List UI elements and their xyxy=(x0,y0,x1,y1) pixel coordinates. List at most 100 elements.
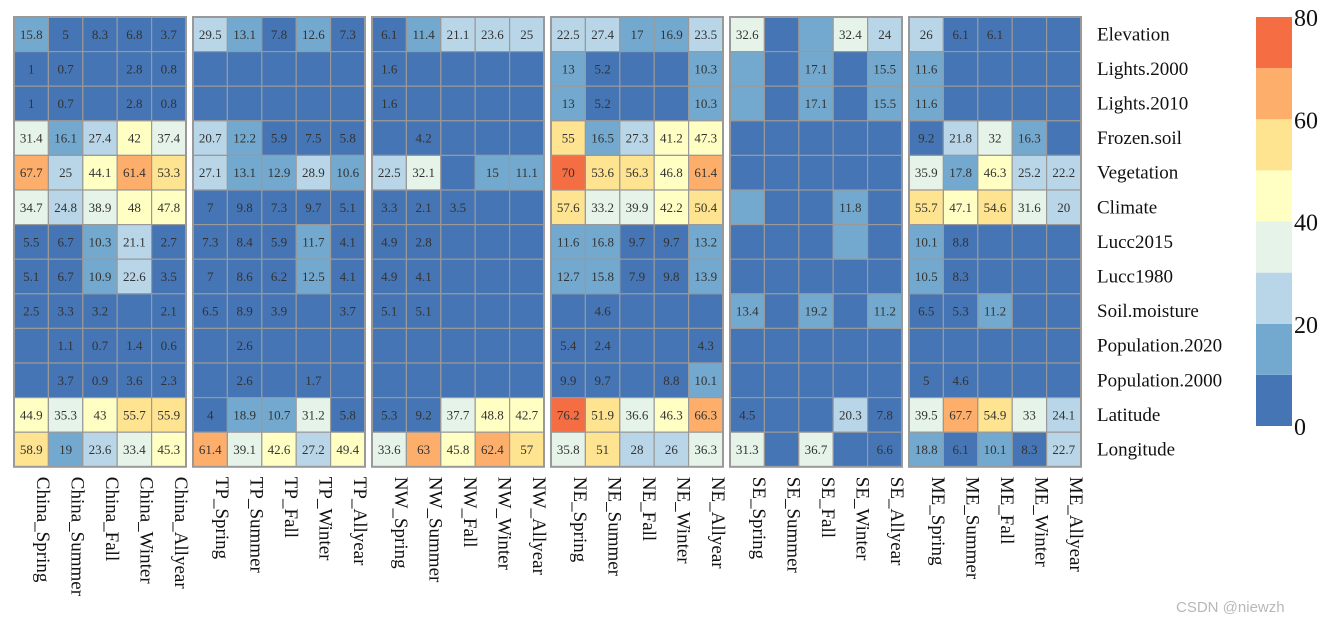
cell-value: 49.4 xyxy=(336,442,359,457)
cell-value: 5.1 xyxy=(381,304,397,319)
cell-value: 9.8 xyxy=(663,269,679,284)
cell-value: 10.1 xyxy=(984,442,1007,457)
panel-frame xyxy=(729,16,903,468)
cell-value: 63 xyxy=(417,442,430,457)
heatmap-cell xyxy=(13,431,50,468)
heatmap-cell xyxy=(908,50,945,87)
cell-value: 6.2 xyxy=(271,269,287,284)
heatmap-cell xyxy=(226,258,263,295)
cell-value: 11.4 xyxy=(412,27,435,42)
heatmap-cell xyxy=(474,258,511,295)
cell-value: 4.1 xyxy=(340,234,356,249)
heatmap-cell xyxy=(116,50,153,87)
heatmap-cell xyxy=(550,258,587,295)
row-label: Lucc1980 xyxy=(1097,267,1173,288)
cell-value: 7.3 xyxy=(202,234,218,249)
heatmap-cell xyxy=(371,293,408,329)
cell-value: 20.3 xyxy=(839,407,862,422)
heatmap-cell xyxy=(116,362,153,399)
heatmap-cell xyxy=(763,258,800,295)
cell-value: 58.9 xyxy=(20,442,43,457)
cell-value: 6.6 xyxy=(877,442,894,457)
panel-tp: 29.5 13.1 7.8 12.6 7.3 20.7 12.2 5.9 7.5 5.8 27.1 1… xyxy=(192,16,370,574)
heatmap-cell xyxy=(474,362,511,399)
legend-tick-label: 40 xyxy=(1294,211,1318,237)
heatmap-cell xyxy=(116,258,153,295)
heatmap-cell xyxy=(763,327,800,364)
heatmap-cell xyxy=(687,362,724,399)
heatmap-cell xyxy=(261,85,297,122)
heatmap-cell xyxy=(1011,50,1048,87)
cell-value: 47.1 xyxy=(949,200,972,215)
cell-value: 5.3 xyxy=(952,304,968,319)
cell-value: 16.3 xyxy=(1018,131,1041,146)
heatmap-cell xyxy=(798,189,834,226)
legend-swatch xyxy=(1256,272,1292,324)
heatmap-cell xyxy=(509,293,545,329)
heatmap-cell xyxy=(1045,431,1082,468)
cell-value: 27.3 xyxy=(626,131,649,146)
row-label: Population.2000 xyxy=(1097,370,1222,391)
cell-value: 39.5 xyxy=(915,407,938,422)
heatmap-cell xyxy=(509,397,545,433)
heatmap-cell xyxy=(371,120,408,157)
cell-value: 20.7 xyxy=(199,131,222,146)
cell-value: 6.1 xyxy=(952,27,968,42)
cell-value: 0.9 xyxy=(92,373,108,388)
heatmap-cell xyxy=(763,85,800,122)
cell-value: 45.3 xyxy=(157,442,180,457)
cell-value: 61.4 xyxy=(694,165,717,180)
cell-value: 4.2 xyxy=(415,131,431,146)
heatmap-cell xyxy=(866,120,903,157)
cell-value: 12.5 xyxy=(302,269,325,284)
heatmap-cell xyxy=(509,50,545,87)
heatmap-cell xyxy=(550,50,587,87)
heatmap-cell xyxy=(509,431,545,468)
cell-value: 16.1 xyxy=(54,131,77,146)
heatmap-cell xyxy=(116,327,153,364)
heatmap-cell xyxy=(763,397,800,433)
cell-value: 0.7 xyxy=(57,61,74,76)
heatmap-cell xyxy=(584,189,621,226)
cell-value: 17.1 xyxy=(805,61,828,76)
heatmap-cell xyxy=(371,362,408,399)
heatmap-cell xyxy=(440,362,476,399)
heatmap-cell xyxy=(474,224,511,260)
heatmap-cell xyxy=(509,258,545,295)
heatmap-cell xyxy=(584,397,621,433)
heatmap-cell xyxy=(729,362,766,399)
cell-value: 10.7 xyxy=(268,407,291,422)
heatmap-cell xyxy=(261,293,297,329)
heatmap-cell xyxy=(653,293,690,329)
cell-value: 18.9 xyxy=(233,407,256,422)
heatmap-cell xyxy=(763,154,800,191)
row-label: Frozen.soil xyxy=(1097,128,1182,149)
cell-value: 25 xyxy=(520,27,533,42)
cell-value: 16.5 xyxy=(591,131,614,146)
heatmap-cell xyxy=(295,154,332,191)
cell-value: 39.1 xyxy=(233,442,256,457)
heatmap-cell xyxy=(942,431,979,468)
column-label: ME_Fall xyxy=(996,477,1017,545)
cell-value: 1.6 xyxy=(381,61,398,76)
heatmap-cell xyxy=(763,189,800,226)
cell-value: 35.8 xyxy=(557,442,580,457)
cell-value: 31.6 xyxy=(1018,200,1041,215)
heatmap-cell xyxy=(619,258,655,295)
heatmap-cell xyxy=(866,431,903,468)
cell-value: 32.6 xyxy=(736,27,759,42)
heatmap-cell xyxy=(261,362,297,399)
cell-value: 0.8 xyxy=(161,61,177,76)
heatmap-cell xyxy=(474,50,511,87)
cell-value: 37.4 xyxy=(157,131,180,146)
cell-value: 10.3 xyxy=(89,234,112,249)
heatmap-cell xyxy=(832,431,869,468)
heatmap-cell xyxy=(509,362,545,399)
cell-value: 70 xyxy=(562,165,575,180)
cell-value: 3.3 xyxy=(57,304,73,319)
legend-swatch xyxy=(1256,323,1292,375)
heatmap-cell xyxy=(763,224,800,260)
cell-value: 11.6 xyxy=(915,96,938,111)
cell-value: 9.9 xyxy=(560,373,576,388)
heatmap-cell xyxy=(261,50,297,87)
